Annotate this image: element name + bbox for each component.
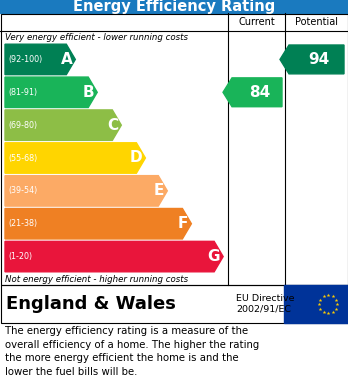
Text: Current: Current — [238, 17, 275, 27]
Text: (69-80): (69-80) — [8, 121, 37, 130]
Text: B: B — [82, 85, 94, 100]
Text: Potential: Potential — [295, 17, 338, 27]
Text: Not energy efficient - higher running costs: Not energy efficient - higher running co… — [5, 274, 188, 283]
Text: (1-20): (1-20) — [8, 252, 32, 261]
Text: (92-100): (92-100) — [8, 55, 42, 64]
Text: The energy efficiency rating is a measure of the
overall efficiency of a home. T: The energy efficiency rating is a measur… — [5, 326, 259, 377]
Bar — [284, 285, 348, 323]
Text: EU Directive
2002/91/EC: EU Directive 2002/91/EC — [236, 294, 294, 314]
Bar — [0, 285, 348, 323]
Polygon shape — [280, 45, 344, 74]
Text: Very energy efficient - lower running costs: Very energy efficient - lower running co… — [5, 32, 188, 41]
Text: A: A — [61, 52, 72, 67]
Bar — [0, 0, 348, 13]
Text: (39-54): (39-54) — [8, 187, 37, 196]
Text: 84: 84 — [249, 85, 270, 100]
Text: 94: 94 — [309, 52, 330, 67]
Text: F: F — [178, 216, 188, 231]
Text: C: C — [107, 118, 118, 133]
Text: (81-91): (81-91) — [8, 88, 37, 97]
Bar — [0, 13, 348, 285]
Bar — [0, 14, 348, 285]
Polygon shape — [5, 110, 121, 140]
Text: E: E — [154, 183, 164, 198]
Polygon shape — [5, 208, 191, 239]
Polygon shape — [5, 143, 145, 173]
Bar — [0, 285, 348, 323]
Polygon shape — [223, 78, 282, 107]
Polygon shape — [5, 241, 223, 272]
Text: D: D — [130, 151, 142, 165]
Polygon shape — [5, 77, 97, 108]
Text: (55-68): (55-68) — [8, 154, 37, 163]
Text: England & Wales: England & Wales — [6, 295, 176, 313]
Polygon shape — [5, 176, 167, 206]
Text: (21-38): (21-38) — [8, 219, 37, 228]
Polygon shape — [5, 44, 75, 75]
Text: G: G — [208, 249, 220, 264]
Text: Energy Efficiency Rating: Energy Efficiency Rating — [73, 0, 275, 14]
